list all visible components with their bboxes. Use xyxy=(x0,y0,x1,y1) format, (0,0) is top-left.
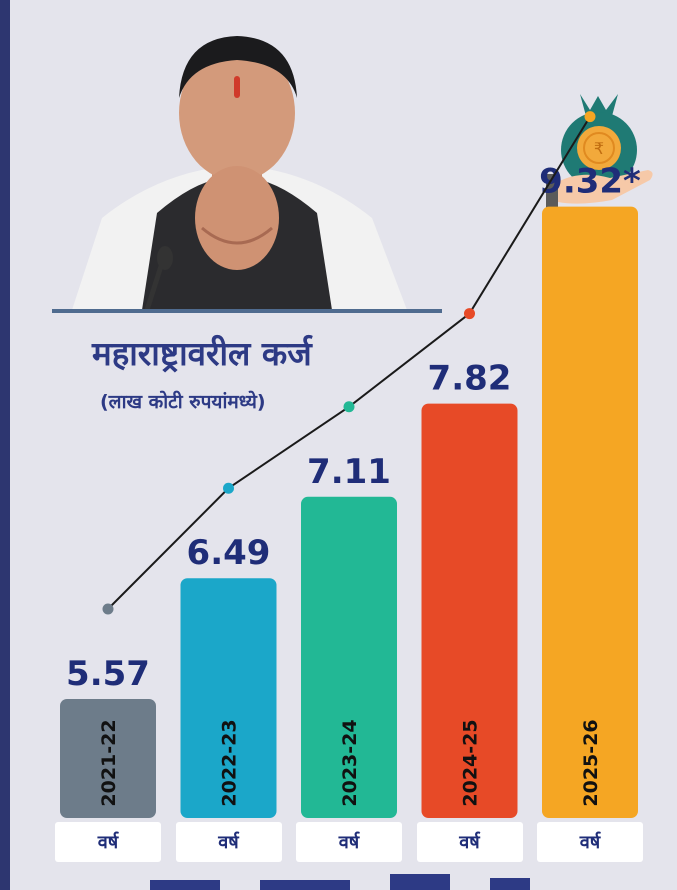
category-label-2023-24: 2023-24 xyxy=(339,719,361,806)
trend-point-2025-26 xyxy=(584,111,596,123)
bar-2021-22 xyxy=(60,699,156,818)
money-bag-icon: ₹ xyxy=(546,94,653,208)
chart-title: महाराष्ट्रावरील कर्ज xyxy=(92,334,312,373)
chart-subtitle: (लाख कोटी रुपयांमध्ये) xyxy=(100,391,266,413)
photo-underline xyxy=(52,309,442,313)
value-label-2025-26: 9.32* xyxy=(539,162,641,202)
bar-2025-26 xyxy=(542,206,638,818)
bar-2022-23 xyxy=(180,578,277,818)
category-label-2021-22: 2021-22 xyxy=(98,719,120,806)
left-edge-strip xyxy=(0,0,10,890)
value-label-2023-24: 7.11 xyxy=(307,452,391,492)
year-tag-2022-23: वर्ष xyxy=(175,822,282,862)
bar-2023-24 xyxy=(301,496,397,818)
trend-point-2021-22 xyxy=(102,603,114,615)
category-label-2025-26: 2025-26 xyxy=(580,719,602,806)
trend-point-2022-23 xyxy=(223,482,234,494)
category-label-2024-25: 2024-25 xyxy=(460,719,482,806)
svg-text:₹: ₹ xyxy=(594,139,604,158)
category-label-2022-23: 2022-23 xyxy=(219,719,241,806)
trend-point-2024-25 xyxy=(464,308,475,320)
year-tag-2021-22: वर्ष xyxy=(55,822,161,862)
year-tag-2025-26: वर्ष xyxy=(537,822,643,862)
value-label-2022-23: 6.49 xyxy=(187,533,271,573)
year-tag-2023-24: वर्ष xyxy=(296,822,402,862)
year-tag-2024-25: वर्ष xyxy=(416,822,523,862)
value-label-2021-22: 5.57 xyxy=(66,654,150,694)
value-label-2024-25: 7.82 xyxy=(428,359,512,399)
portrait-photo xyxy=(62,18,412,310)
trend-point-2023-24 xyxy=(343,401,355,413)
bar-2024-25 xyxy=(421,403,518,818)
bottom-partial-heading xyxy=(150,874,530,890)
